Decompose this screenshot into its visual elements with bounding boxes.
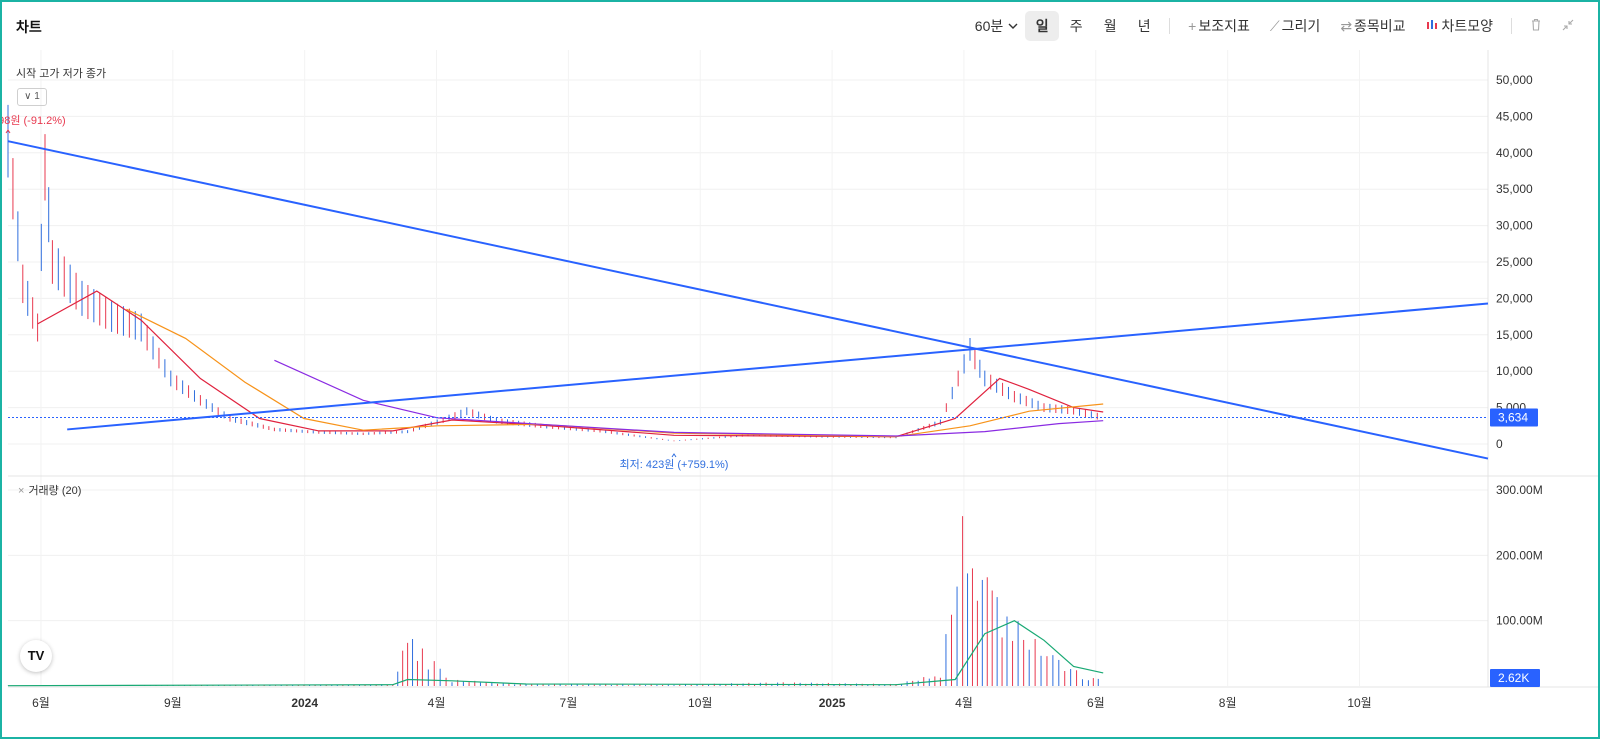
current-volume-badge <box>1490 669 1540 687</box>
volume-ma-line <box>7 620 1104 687</box>
trendline <box>67 302 1489 431</box>
x-tick-label: 6월 <box>1087 696 1105 710</box>
current-volume-label: 2.62K <box>1498 671 1529 685</box>
x-tick-label: 8월 <box>1219 696 1237 710</box>
current-price-badge <box>1490 408 1538 427</box>
y-tick-label: 20,000 <box>1496 291 1533 305</box>
x-tick-label: 10월 <box>1347 696 1371 710</box>
y-tick-label: 30,000 <box>1496 219 1533 233</box>
period-year[interactable]: 년 <box>1137 18 1151 34</box>
interval-label: 60분 <box>974 18 1004 34</box>
toolbar-divider <box>1169 18 1171 34</box>
indicator-label: 보조지표 <box>1198 18 1250 34</box>
volume-tick-label: 300.00M <box>1496 483 1543 497</box>
x-tick-label: 9월 <box>164 696 182 710</box>
y-tick-label: 35,000 <box>1496 182 1533 196</box>
moving-average-line <box>126 308 1104 438</box>
top-toolbar: 차트 60분 일 주 월 년 + 보조지표 ⟋ 그리기 ⇄ 종목비교 <box>2 2 1598 50</box>
period-week[interactable]: 주 <box>1069 18 1083 34</box>
x-tick-label: 2024 <box>291 696 318 710</box>
volume-tick-label: 200.00M <box>1496 548 1543 562</box>
ohlc-legend: 시작 고가 저가 종가 <box>16 68 107 80</box>
moving-average-line <box>37 290 1104 438</box>
swap-icon: ⇄ <box>1340 18 1353 34</box>
y-tick-label: 50,000 <box>1496 73 1533 87</box>
volume-legend-label: 거래량 (20) <box>28 485 82 497</box>
indicator-button[interactable]: + 보조지표 <box>1178 11 1260 41</box>
chart-type-label: 차트모양 <box>1441 18 1493 34</box>
trash-icon[interactable] <box>1520 18 1552 34</box>
compare-label: 종목비교 <box>1354 18 1406 34</box>
y-tick-label: 40,000 <box>1496 146 1533 160</box>
trendline <box>7 140 1489 460</box>
app-title: 차트 <box>16 19 42 35</box>
close-icon[interactable]: × <box>18 485 25 497</box>
y-tick-label: 0 <box>1496 437 1503 451</box>
x-tick-label: 2025 <box>819 696 846 710</box>
high-marker <box>5 129 11 134</box>
period-day[interactable]: 일 <box>1025 11 1060 41</box>
plus-icon: + <box>1188 18 1197 34</box>
y-tick-label: 45,000 <box>1496 109 1533 123</box>
legend-toggle[interactable]: ∨ 1 <box>17 88 47 106</box>
low-annotation: 최저: 423원 (+759.1%) <box>620 458 729 471</box>
compare-button[interactable]: ⇄ 종목비교 <box>1330 11 1415 41</box>
chevron-down-icon <box>1007 18 1019 34</box>
x-tick-label: 10월 <box>688 696 712 710</box>
tradingview-logo[interactable]: TV <box>20 640 52 672</box>
period-month[interactable]: 월 <box>1103 18 1117 34</box>
high-annotation: 최고: 41,598원 (-91.2%) <box>2 114 66 127</box>
interval-select[interactable]: 60분 <box>965 11 1025 41</box>
y-tick-label: 10,000 <box>1496 364 1533 378</box>
moving-average-line <box>274 359 1104 437</box>
current-price-label: 3,634 <box>1498 411 1528 425</box>
draw-label: 그리기 <box>1281 18 1321 34</box>
x-tick-label: 4월 <box>428 696 446 710</box>
y-tick-label: 15,000 <box>1496 328 1533 342</box>
toolbar-divider <box>1511 18 1512 34</box>
collapse-icon[interactable] <box>1552 19 1584 34</box>
draw-button[interactable]: ⟋ 그리기 <box>1260 11 1330 41</box>
volume-legend: × 거래량 (20) <box>18 482 81 498</box>
chart-type-button[interactable]: 차트모양 <box>1416 11 1503 41</box>
toolbar-controls: 60분 일 주 월 년 + 보조지표 ⟋ 그리기 ⇄ 종목비교 차트모 <box>965 11 1584 41</box>
candles-icon <box>1426 18 1442 34</box>
low-marker <box>671 453 677 458</box>
x-tick-label: 4월 <box>955 696 973 710</box>
x-tick-label: 7월 <box>560 696 578 710</box>
y-tick-label: 25,000 <box>1496 255 1533 269</box>
pencil-icon: ⟋ <box>1269 18 1280 34</box>
volume-tick-label: 100.00M <box>1496 614 1543 628</box>
x-tick-label: 6월 <box>32 696 50 710</box>
